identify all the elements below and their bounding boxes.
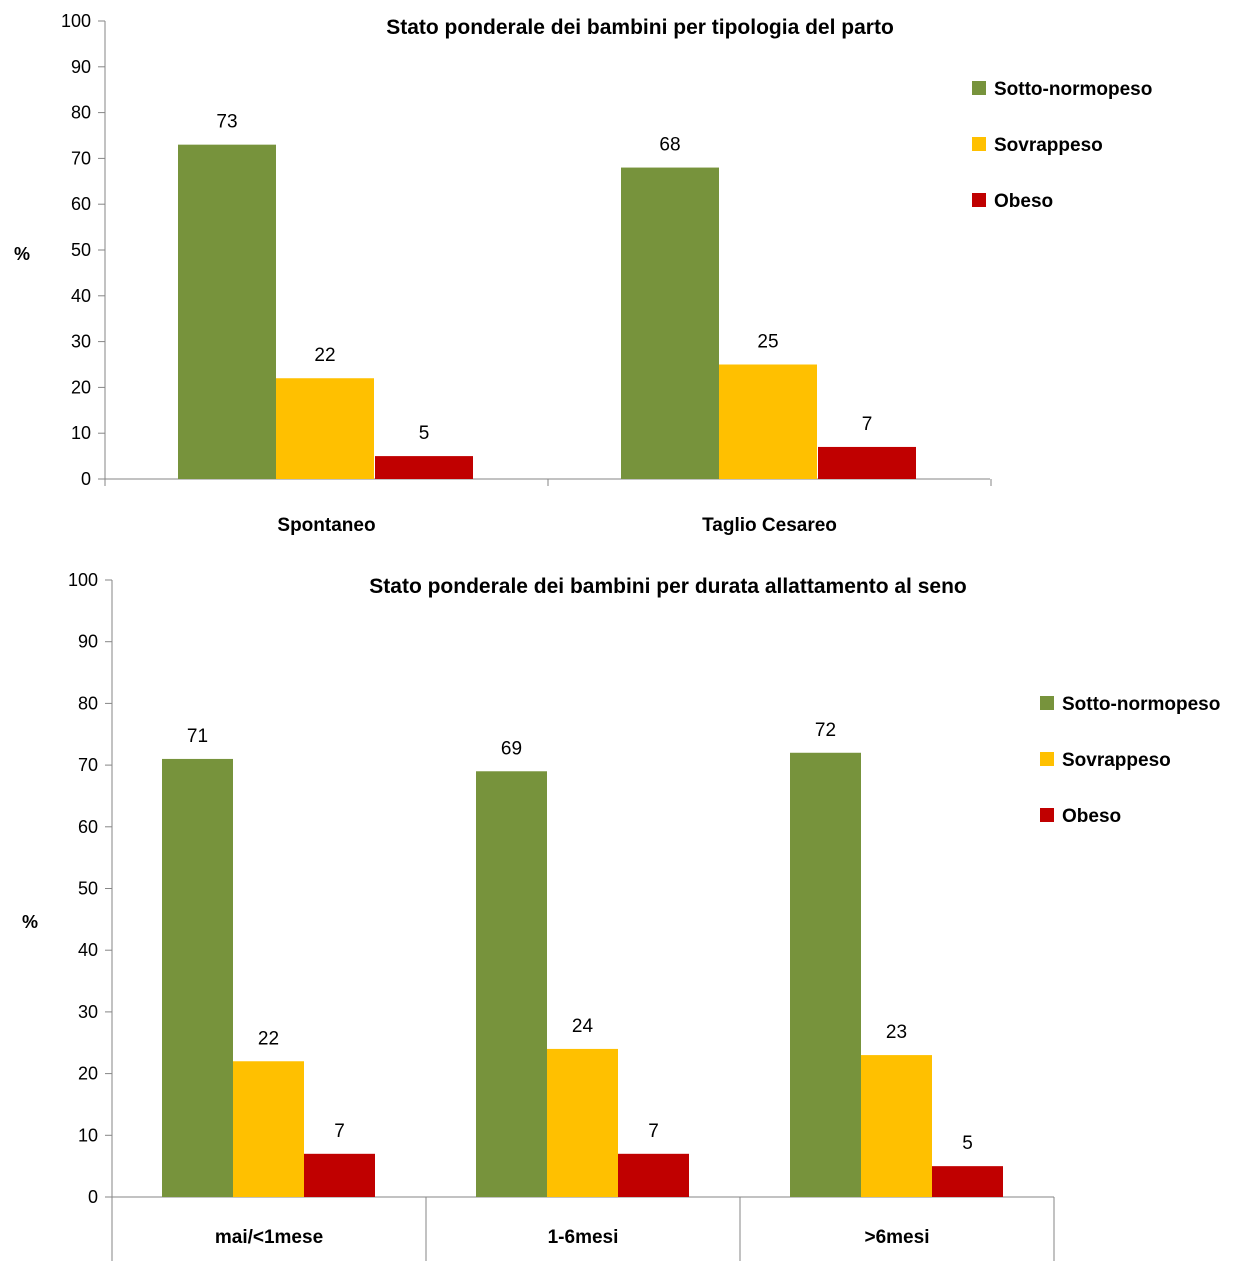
bar-obeso <box>932 1166 1003 1197</box>
chart-parto: Stato ponderale dei bambini per tipologi… <box>0 0 1260 560</box>
category-label: 1-6mesi <box>548 1227 619 1248</box>
data-label: 7 <box>862 414 873 435</box>
data-label: 22 <box>314 345 335 366</box>
data-label: 7 <box>648 1121 659 1142</box>
data-label: 69 <box>501 738 522 759</box>
y-tick-label: 80 <box>78 693 98 713</box>
y-tick-label: 0 <box>81 469 91 489</box>
bar-sotto-normopeso <box>178 144 276 479</box>
data-label: 72 <box>815 720 836 741</box>
y-tick-label: 20 <box>71 377 91 397</box>
category-label: Spontaneo <box>277 515 375 536</box>
data-label: 25 <box>757 332 778 353</box>
y-tick-label: 30 <box>71 332 91 352</box>
bar-sovrappeso <box>719 364 817 479</box>
y-tick-label: 10 <box>71 423 91 443</box>
legend-label: Sotto-normopeso <box>1062 694 1220 715</box>
legend-label: Sotto-normopeso <box>994 79 1152 100</box>
legend-swatch <box>972 81 986 95</box>
data-label: 22 <box>258 1028 279 1049</box>
data-label: 73 <box>216 112 237 133</box>
data-label: 24 <box>572 1016 594 1037</box>
legend-label: Sovrappeso <box>1062 750 1171 771</box>
bar-obeso <box>618 1153 689 1197</box>
data-label: 23 <box>886 1022 907 1043</box>
bar-sotto-normopeso <box>162 758 233 1197</box>
legend-swatch <box>972 193 986 207</box>
y-tick-label: 60 <box>71 194 91 214</box>
chart-allattamento: Stato ponderale dei bambini per durata a… <box>0 560 1260 1261</box>
bar-sovrappeso <box>276 378 374 479</box>
y-tick-label: 70 <box>71 148 91 168</box>
y-axis-label: % <box>22 912 38 932</box>
legend-swatch <box>972 137 986 151</box>
y-tick-label: 50 <box>78 879 98 899</box>
category-label: >6mesi <box>865 1227 930 1248</box>
y-tick-label: 90 <box>78 632 98 652</box>
bar-sotto-normopeso <box>621 167 719 479</box>
y-tick-label: 0 <box>88 1187 98 1207</box>
y-tick-label: 40 <box>78 940 98 960</box>
legend-swatch <box>1040 696 1054 710</box>
bar-sotto-normopeso <box>790 752 861 1197</box>
bar-obeso <box>375 456 473 479</box>
data-label: 7 <box>334 1121 345 1142</box>
category-label: Taglio Cesareo <box>702 515 837 536</box>
bar-sovrappeso <box>547 1048 618 1197</box>
bar-obeso <box>304 1153 375 1197</box>
data-label: 5 <box>962 1133 973 1154</box>
category-label: mai/<1mese <box>215 1227 323 1248</box>
chart-allattamento-svg: Stato ponderale dei bambini per durata a… <box>22 570 1220 1261</box>
y-tick-label: 90 <box>71 57 91 77</box>
chart-title: Stato ponderale dei bambini per tipologi… <box>386 16 894 39</box>
y-tick-label: 40 <box>71 286 91 306</box>
legend-label: Sovrappeso <box>994 135 1103 156</box>
y-tick-label: 50 <box>71 240 91 260</box>
bar-obeso <box>818 446 916 479</box>
legend-swatch <box>1040 808 1054 822</box>
data-label: 71 <box>187 726 208 747</box>
data-label: 5 <box>419 423 430 444</box>
chart-title: Stato ponderale dei bambini per durata a… <box>369 575 966 598</box>
legend-label: Obeso <box>1062 806 1121 827</box>
data-label: 68 <box>659 135 680 156</box>
y-axis-label: % <box>14 244 30 264</box>
y-tick-label: 100 <box>68 570 98 590</box>
y-tick-label: 100 <box>61 11 91 31</box>
y-tick-label: 10 <box>78 1125 98 1145</box>
y-tick-label: 60 <box>78 817 98 837</box>
y-tick-label: 80 <box>71 103 91 123</box>
legend-swatch <box>1040 752 1054 766</box>
bar-sovrappeso <box>861 1055 932 1197</box>
legend-label: Obeso <box>994 191 1053 212</box>
y-tick-label: 70 <box>78 755 98 775</box>
bar-sovrappeso <box>233 1061 304 1197</box>
bar-sotto-normopeso <box>476 771 547 1197</box>
chart-parto-svg: Stato ponderale dei bambini per tipologi… <box>14 11 1152 536</box>
y-tick-label: 20 <box>78 1064 98 1084</box>
y-tick-label: 30 <box>78 1002 98 1022</box>
